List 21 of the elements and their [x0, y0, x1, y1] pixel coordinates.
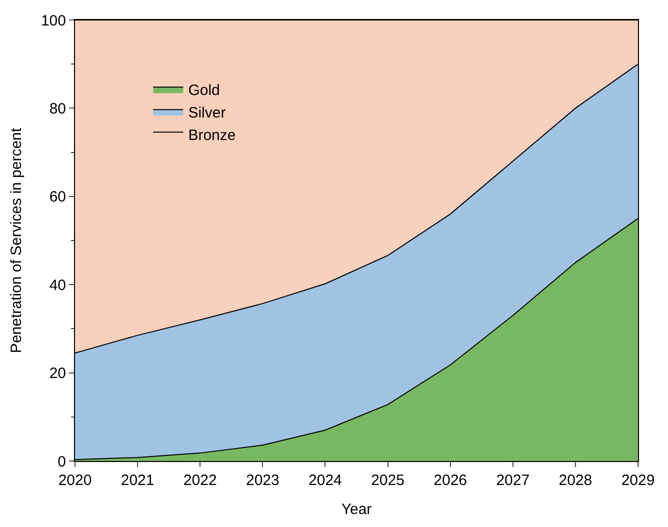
x-tick-label: 2025: [371, 472, 404, 489]
x-tick-label: 2021: [120, 472, 154, 489]
y-tick-label: 60: [49, 188, 66, 206]
y-tick-label: 0: [58, 453, 66, 470]
x-tick-label: 2024: [308, 472, 342, 489]
legend-label: Silver: [188, 104, 226, 122]
x-tick-label: 2022: [183, 472, 217, 489]
y-tick-label: 80: [49, 100, 66, 118]
x-tick-label: 2027: [496, 472, 530, 489]
y-tick-label: 20: [49, 365, 66, 382]
x-tick-label: 2026: [434, 472, 468, 489]
y-axis-title: Penetration of Services in percent: [8, 127, 26, 354]
x-tick-label: 2020: [58, 472, 92, 489]
x-tick-label: 2023: [246, 472, 280, 489]
y-tick-label: 40: [49, 276, 66, 294]
legend-label: Bronze: [188, 127, 236, 144]
legend-label: Gold: [188, 82, 220, 100]
x-tick-label: 2029: [621, 472, 655, 489]
x-axis-title: Year: [341, 501, 372, 518]
y-tick-label: 100: [40, 12, 66, 30]
x-tick-label: 2028: [558, 472, 592, 489]
